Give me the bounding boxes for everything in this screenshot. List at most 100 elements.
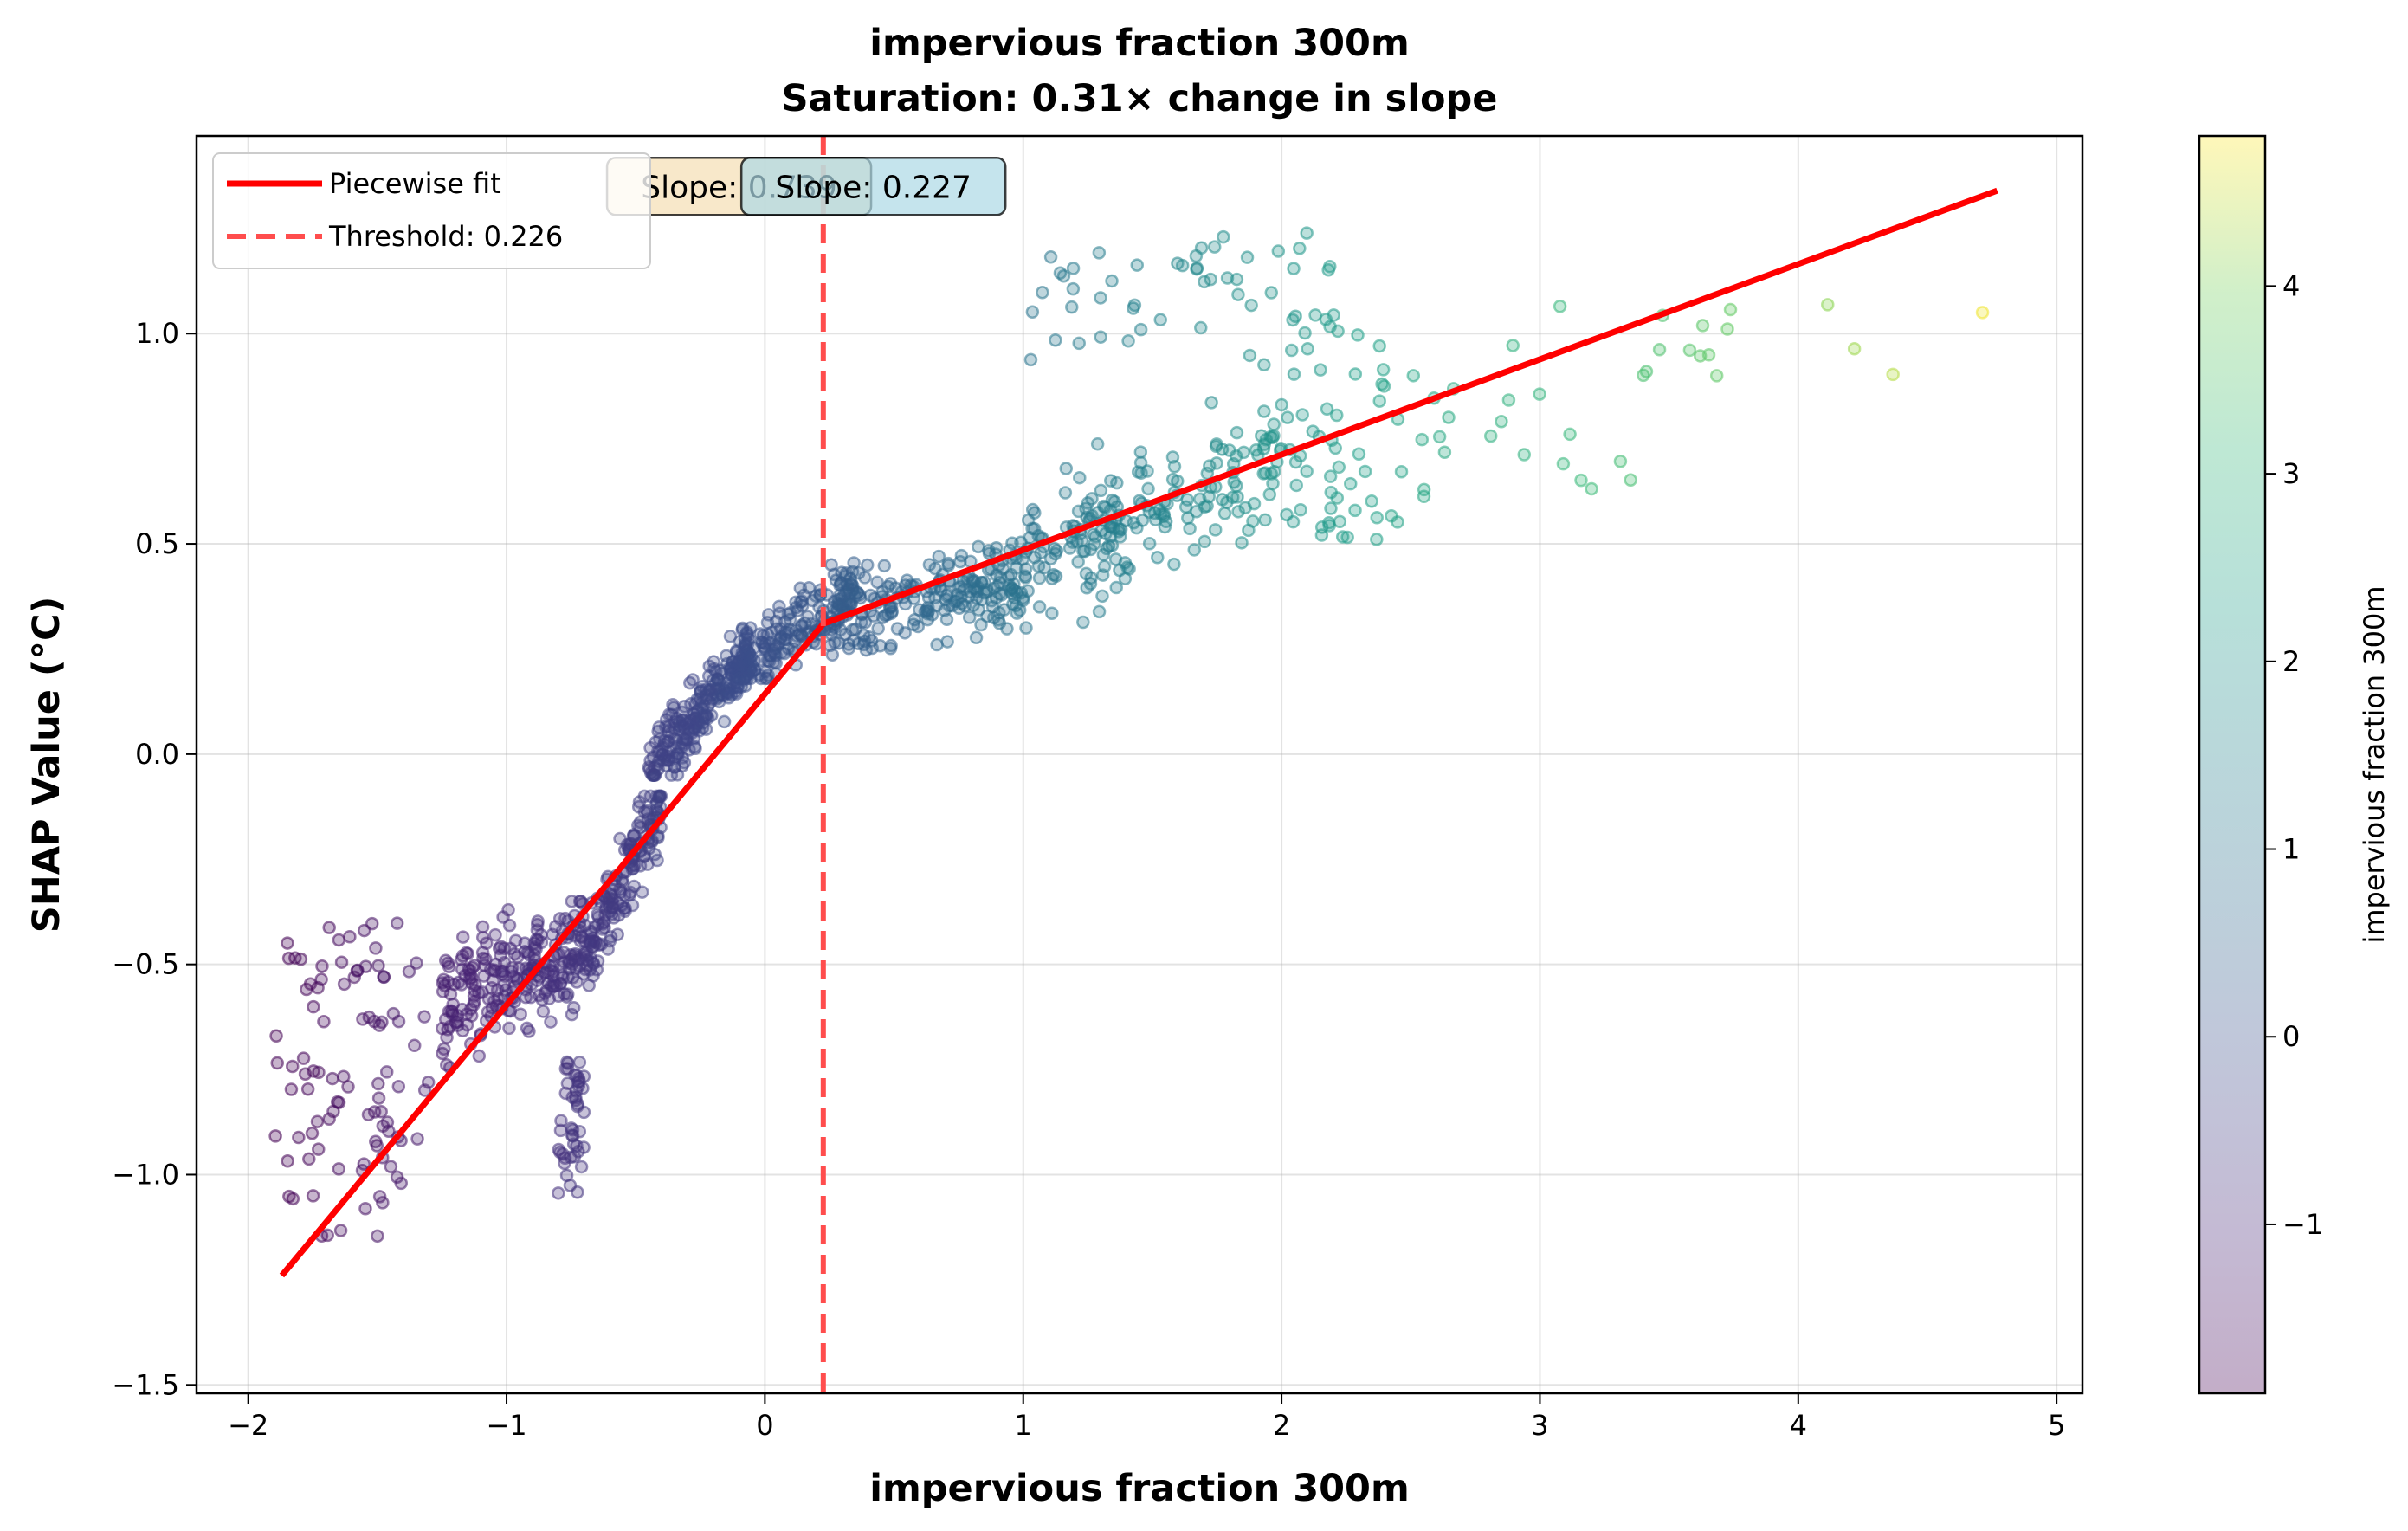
scatter-point bbox=[1105, 274, 1119, 288]
scatter-point bbox=[649, 797, 663, 811]
scatter-point bbox=[930, 637, 944, 652]
scatter-point bbox=[1101, 539, 1116, 553]
scatter-point bbox=[778, 628, 792, 642]
scatter-point bbox=[1323, 469, 1338, 483]
scatter-point bbox=[928, 591, 942, 605]
scatter-point bbox=[1370, 533, 1384, 546]
scatter-point bbox=[792, 627, 807, 642]
scatter-point bbox=[1281, 410, 1294, 424]
scatter-point bbox=[1087, 527, 1101, 541]
scatter-point bbox=[1301, 342, 1314, 356]
scatter-point bbox=[544, 1015, 558, 1029]
scatter-point bbox=[1190, 504, 1204, 519]
scatter-point bbox=[502, 918, 517, 933]
scatter-point bbox=[317, 1015, 331, 1029]
scatter-point bbox=[797, 588, 811, 603]
colorbar-gradient bbox=[2198, 134, 2267, 1395]
scatter-point bbox=[1110, 475, 1124, 490]
scatter-point bbox=[341, 1080, 355, 1094]
scatter-point bbox=[1320, 402, 1334, 417]
scatter-point bbox=[333, 1224, 348, 1237]
scatter-point bbox=[1194, 241, 1209, 255]
scatter-point bbox=[763, 649, 777, 662]
scatter-point bbox=[1437, 445, 1452, 460]
y-tick-label: −1.0 bbox=[112, 1158, 179, 1191]
scatter-point bbox=[1847, 341, 1862, 356]
scatter-point bbox=[772, 599, 786, 614]
scatter-point bbox=[496, 964, 510, 979]
scatter-point bbox=[649, 735, 662, 749]
scatter-point bbox=[376, 1119, 391, 1133]
legend-box bbox=[212, 152, 651, 269]
scatter-point bbox=[920, 600, 935, 615]
scatter-point bbox=[606, 883, 620, 897]
scatter-point bbox=[1506, 339, 1520, 352]
colorbar: −1 0 1 2 3 4 impervious fraction 300m bbox=[2198, 134, 2391, 1395]
scatter-point bbox=[394, 1176, 408, 1191]
scatter-point bbox=[1271, 244, 1286, 258]
scatter-point bbox=[648, 847, 662, 862]
scatter-point bbox=[281, 951, 296, 966]
scatter-points bbox=[268, 226, 1990, 1244]
scatter-point bbox=[829, 573, 843, 587]
scatter-point bbox=[571, 1099, 584, 1114]
scatter-point bbox=[472, 1049, 487, 1063]
scatter-point bbox=[1019, 621, 1033, 635]
scatter-point bbox=[1556, 456, 1571, 471]
scatter-point bbox=[1198, 534, 1211, 549]
scatter-point bbox=[462, 962, 475, 977]
scatter-point bbox=[356, 1012, 370, 1026]
scatter-point bbox=[1133, 322, 1148, 337]
x-tick-label: 0 bbox=[756, 1409, 773, 1442]
scatter-point bbox=[510, 973, 525, 987]
scatter-point bbox=[1314, 363, 1327, 377]
scatter-point bbox=[1171, 256, 1185, 270]
scatter-point bbox=[455, 930, 470, 944]
scatter-point bbox=[1652, 342, 1667, 357]
y-tick-label: −1.5 bbox=[112, 1368, 179, 1401]
scatter-point bbox=[475, 985, 489, 999]
y-tick-label: 0.0 bbox=[135, 738, 179, 771]
scatter-point bbox=[1287, 262, 1301, 275]
scatter-point bbox=[1231, 287, 1245, 301]
scatter-point bbox=[1340, 530, 1354, 545]
scatter-point bbox=[292, 1130, 306, 1145]
colorbar-tick-label: 0 bbox=[2282, 1020, 2300, 1053]
scatter-point bbox=[1240, 250, 1255, 264]
scatter-point bbox=[538, 966, 552, 979]
scatter-point bbox=[1372, 339, 1386, 353]
scatter-point bbox=[582, 979, 596, 992]
scatter-point bbox=[302, 1152, 316, 1166]
scatter-point bbox=[1066, 262, 1081, 275]
scatter-point bbox=[1236, 445, 1251, 460]
scatter-point bbox=[300, 1082, 315, 1096]
scatter-point bbox=[1153, 313, 1167, 327]
scatter-point bbox=[761, 669, 775, 682]
scatter-point bbox=[1293, 242, 1307, 255]
scatter-point bbox=[1244, 298, 1258, 313]
scatter-point bbox=[950, 587, 965, 602]
scatter-point bbox=[1036, 285, 1049, 300]
scatter-point bbox=[1257, 358, 1271, 372]
legend-fit-label: Piecewise fit bbox=[329, 167, 501, 200]
scatter-point bbox=[1204, 396, 1218, 410]
scatter-point bbox=[1151, 551, 1165, 565]
scatter-point bbox=[974, 617, 988, 632]
scatter-point bbox=[1097, 559, 1112, 573]
scatter-point bbox=[637, 789, 652, 804]
scatter-point bbox=[1056, 268, 1071, 283]
x-tick-label: 2 bbox=[1273, 1409, 1290, 1442]
scatter-point bbox=[1501, 393, 1516, 407]
scatter-point bbox=[1294, 502, 1307, 517]
scatter-point bbox=[372, 1190, 387, 1204]
scatter-point bbox=[455, 949, 470, 963]
scatter-point bbox=[371, 1091, 386, 1105]
scatter-point bbox=[1076, 615, 1090, 630]
scatter-point bbox=[571, 1071, 586, 1086]
scatter-point bbox=[1574, 473, 1588, 488]
scatter-point bbox=[558, 1086, 573, 1101]
scatter-point bbox=[1080, 581, 1094, 595]
scatter-point bbox=[284, 1082, 299, 1096]
scatter-point bbox=[445, 1005, 459, 1019]
scatter-point bbox=[971, 579, 985, 594]
